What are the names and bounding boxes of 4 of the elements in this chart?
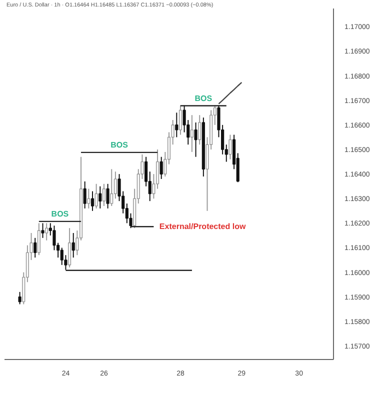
series-label: BOS	[110, 140, 129, 150]
series-label: External/Protected low	[159, 222, 246, 232]
series-label: BOS	[194, 94, 213, 103]
series-label: BOS	[51, 209, 70, 218]
